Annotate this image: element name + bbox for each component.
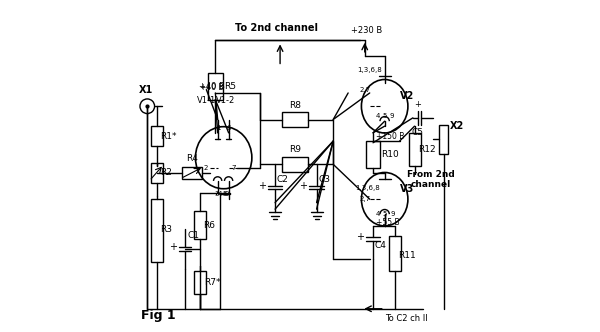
Text: 9: 9 [389, 113, 394, 119]
Text: 9: 9 [390, 211, 395, 217]
Text: 2: 2 [203, 165, 208, 171]
Text: V1-2: V1-2 [215, 96, 235, 105]
Text: R1*: R1* [160, 131, 176, 141]
Bar [151, 199, 163, 262]
Text: C3: C3 [318, 175, 330, 184]
Text: C5: C5 [412, 128, 424, 137]
Text: 6: 6 [226, 125, 231, 131]
Text: 4: 4 [376, 211, 380, 217]
Text: R2: R2 [160, 168, 172, 177]
Text: +: + [299, 181, 307, 191]
Text: R3: R3 [160, 224, 172, 234]
Text: +230 B: +230 B [351, 26, 382, 35]
Text: V2: V2 [400, 91, 414, 101]
Text: V3: V3 [400, 184, 414, 194]
Text: To C2 ch II: To C2 ch II [385, 314, 427, 323]
Text: 4: 4 [376, 113, 380, 119]
Text: R8: R8 [289, 101, 301, 110]
Text: 4: 4 [218, 191, 223, 197]
Text: R9: R9 [289, 145, 301, 154]
Bar [282, 157, 308, 172]
Text: R10: R10 [382, 150, 399, 159]
Bar [389, 236, 401, 271]
Text: R11: R11 [398, 251, 416, 260]
Text: R5: R5 [224, 82, 236, 91]
Text: R12: R12 [419, 145, 436, 154]
Text: +: + [415, 100, 421, 109]
Text: +: + [169, 242, 177, 252]
Text: 5: 5 [382, 113, 387, 119]
Text: R6: R6 [203, 221, 215, 230]
Text: +: + [356, 232, 364, 242]
Bar [409, 133, 421, 166]
Text: 7: 7 [232, 165, 236, 171]
Bar [439, 124, 448, 154]
Bar [208, 73, 223, 100]
Text: 9: 9 [224, 191, 229, 197]
Bar [194, 271, 206, 294]
Text: From 2nd
channel: From 2nd channel [407, 170, 455, 189]
Bar [282, 112, 308, 127]
Text: 2,7: 2,7 [359, 196, 370, 202]
Text: +40 B: +40 B [199, 82, 225, 91]
Text: To 2nd channel: To 2nd channel [235, 23, 318, 33]
Text: +: + [258, 181, 266, 191]
Text: 1,3,6,8: 1,3,6,8 [356, 185, 380, 191]
Bar [366, 141, 380, 168]
Text: X2: X2 [449, 121, 464, 131]
Text: +150 B: +150 B [376, 131, 405, 141]
Text: C1: C1 [187, 231, 199, 240]
Text: 5: 5 [382, 211, 387, 217]
Text: X1: X1 [139, 85, 153, 95]
Text: 3: 3 [214, 191, 218, 197]
Bar [151, 126, 163, 146]
Bar [194, 211, 206, 239]
Text: C2: C2 [277, 175, 289, 184]
Text: R7*: R7* [204, 278, 220, 287]
Bar [182, 167, 202, 179]
Text: Fig 1: Fig 1 [140, 309, 175, 322]
Text: 1,3,6,8: 1,3,6,8 [358, 67, 382, 73]
Text: 5: 5 [222, 191, 226, 197]
Text: 1: 1 [217, 125, 221, 131]
Text: C4: C4 [374, 241, 386, 250]
Text: +55 B: +55 B [376, 218, 400, 227]
Text: 2,7: 2,7 [359, 87, 370, 93]
Text: V1-1: V1-1 [197, 96, 217, 105]
Text: R4: R4 [186, 154, 198, 163]
Text: +40 B: +40 B [200, 83, 224, 93]
Bar [151, 163, 163, 183]
